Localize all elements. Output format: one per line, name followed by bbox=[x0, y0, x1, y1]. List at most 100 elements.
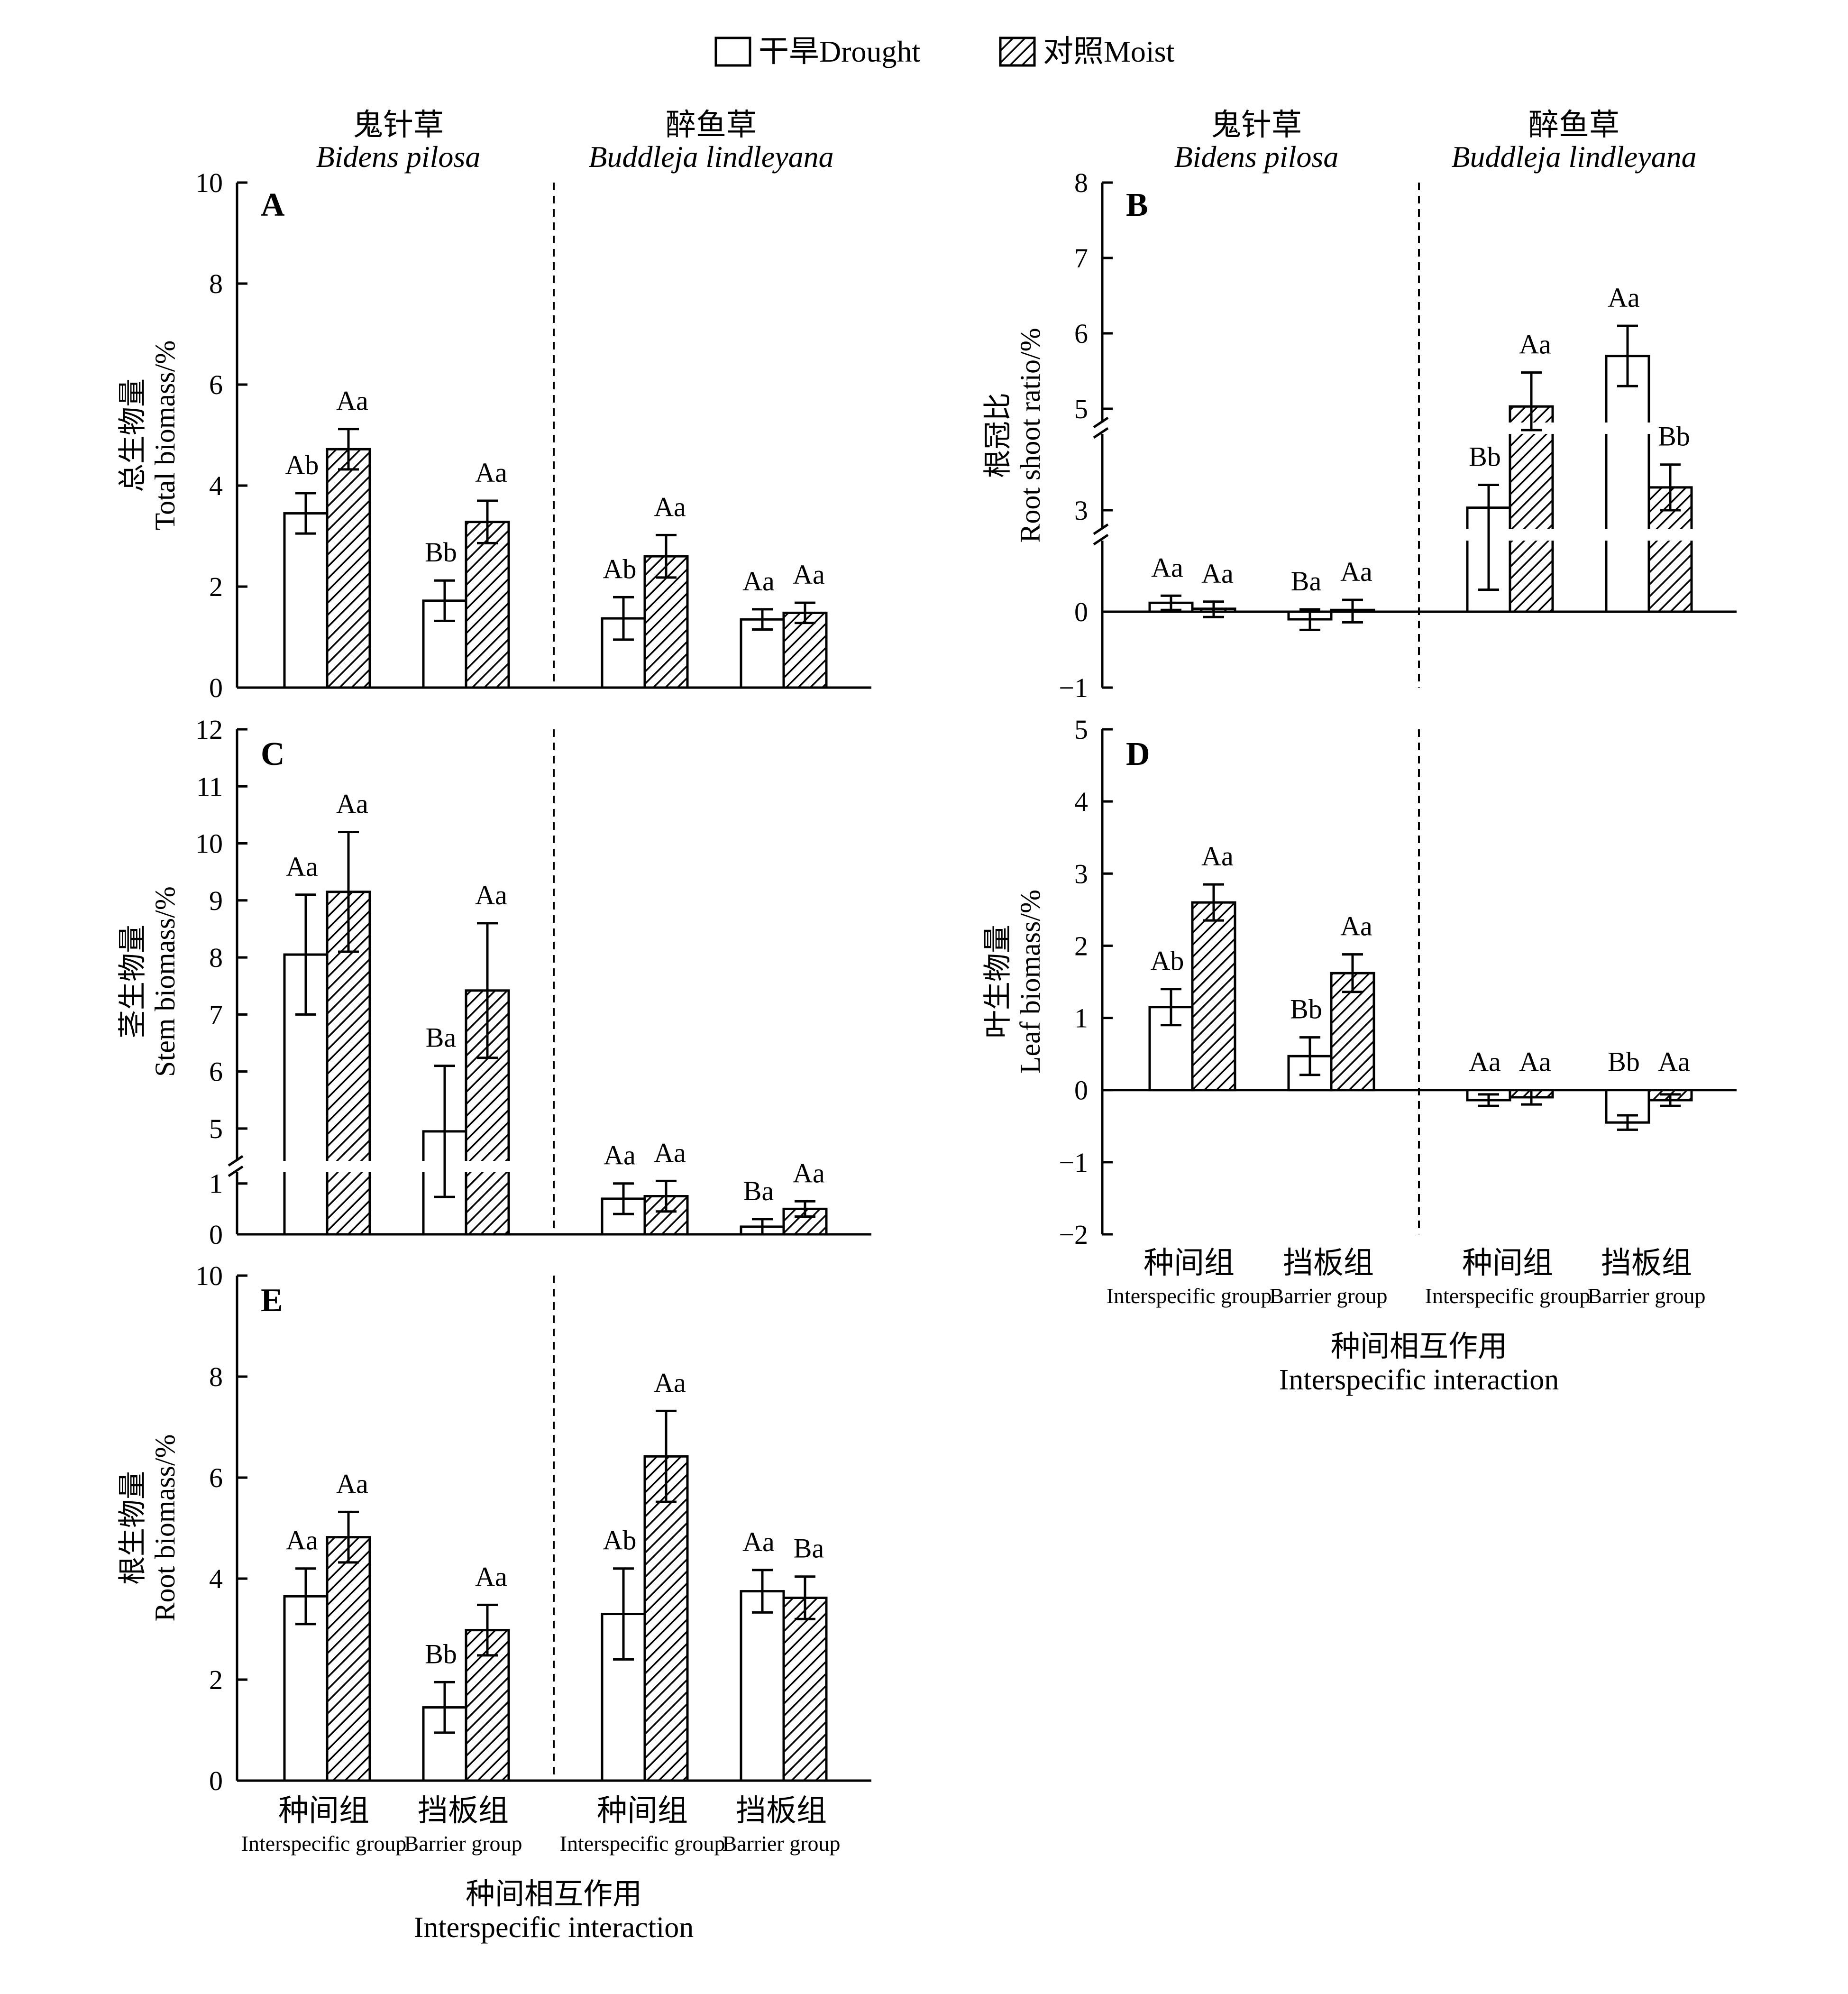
category-en: Barrier group bbox=[722, 1831, 840, 1856]
y-tick-label: 8 bbox=[209, 268, 223, 299]
category-en: Interspecific group bbox=[560, 1831, 725, 1856]
y-axis-label-en: Stem biomass/% bbox=[149, 886, 181, 1077]
significance-letter: Aa bbox=[793, 1158, 825, 1188]
y-tick-label: 2 bbox=[209, 1664, 223, 1695]
category-en: Barrier group bbox=[404, 1831, 522, 1856]
significance-letter: Ba bbox=[794, 1533, 824, 1564]
y-axis-label-cn: 根生物量 bbox=[117, 1471, 148, 1585]
species-cn-buddleja-right: 醉鱼草 bbox=[1528, 108, 1619, 142]
y-tick-label: 4 bbox=[209, 1563, 223, 1594]
significance-letter: Ab bbox=[1151, 946, 1184, 976]
y-tick-label: 4 bbox=[1074, 786, 1088, 817]
panel-letter: B bbox=[1126, 187, 1148, 223]
y-axis-label-en: Root shoot ratio/% bbox=[1015, 328, 1046, 542]
species-headers-right: 鬼针草 Bidens pilosa 醉鱼草 Buddleja lindleyan… bbox=[1174, 108, 1697, 174]
y-tick-label: 0 bbox=[209, 1765, 223, 1796]
significance-letter: Ba bbox=[426, 1022, 456, 1053]
category-cn: 种间组 bbox=[1462, 1246, 1553, 1280]
y-tick-label: 5 bbox=[1074, 394, 1088, 424]
legend-swatch-moist bbox=[999, 37, 1036, 67]
bar-break-gap bbox=[1604, 423, 1651, 434]
y-tick-label: 2 bbox=[209, 571, 223, 602]
y-axis-label-en: Root biomass/% bbox=[149, 1434, 181, 1621]
axis-break-mark bbox=[1093, 416, 1109, 429]
species-latin-bidens-left: Bidens pilosa bbox=[316, 140, 481, 174]
category-cn: 挡板组 bbox=[418, 1794, 509, 1828]
y-tick-label: 8 bbox=[209, 942, 223, 973]
legend-swatch-drought bbox=[714, 37, 751, 67]
significance-letter: Bb bbox=[425, 1638, 457, 1669]
y-tick-label: 2 bbox=[1074, 930, 1088, 961]
species-cn-buddleja-left: 醉鱼草 bbox=[666, 108, 757, 142]
axis-break-mark bbox=[1093, 523, 1109, 535]
y-tick-label: 0 bbox=[209, 672, 223, 703]
y-tick-label: 5 bbox=[209, 1113, 223, 1144]
significance-letter: Bb bbox=[1290, 994, 1322, 1025]
species-cn-bidens-right: 鬼针草 bbox=[1211, 108, 1302, 142]
significance-letter: Aa bbox=[1201, 841, 1234, 872]
axis-break-mark bbox=[228, 1155, 244, 1167]
category-en: Barrier group bbox=[1269, 1284, 1387, 1308]
significance-letter: Aa bbox=[654, 1367, 686, 1398]
y-tick-label: 6 bbox=[209, 1462, 223, 1493]
significance-letter: Aa bbox=[1608, 282, 1640, 313]
significance-letter: Aa bbox=[1469, 1047, 1501, 1077]
bar-moist bbox=[1191, 901, 1236, 1092]
significance-letter: Aa bbox=[475, 1561, 507, 1592]
x-axis-title-en: Interspecific interaction bbox=[414, 1911, 694, 1944]
bar-break-gap bbox=[325, 1161, 372, 1172]
category-en: Barrier group bbox=[1587, 1284, 1705, 1308]
bar-break-gap bbox=[1508, 529, 1555, 541]
category-en: Interspecific group bbox=[1107, 1284, 1272, 1308]
y-tick-label: 8 bbox=[1074, 167, 1088, 198]
significance-letter: Ab bbox=[603, 1525, 637, 1556]
panel-d-leaf-biomass: D 叶生物量 Leaf biomass/% −2 −1 0 1 2 3 4 5 Ab Bb Aa Bb Aa A… bbox=[982, 714, 1737, 1250]
bar-drought bbox=[283, 512, 329, 689]
x-axis-title-cn: 种间相互作用 bbox=[1331, 1331, 1507, 1363]
y-tick-label: 7 bbox=[209, 999, 223, 1030]
axis-break-mark bbox=[1093, 533, 1109, 546]
y-tick-label: 11 bbox=[196, 771, 223, 802]
y-axis-label-cn: 茎生物量 bbox=[117, 925, 148, 1038]
significance-letter: Aa bbox=[286, 1525, 318, 1556]
bar-moist bbox=[782, 1596, 828, 1782]
significance-letter: Aa bbox=[1340, 556, 1372, 587]
y-tick-label: −1 bbox=[1059, 1147, 1088, 1178]
y-axis-label-cn: 叶生物量 bbox=[982, 925, 1014, 1038]
bar-drought bbox=[283, 1595, 329, 1782]
significance-letter: Bb bbox=[1469, 441, 1501, 472]
bar-break-gap bbox=[464, 1161, 511, 1172]
bar-moist bbox=[1509, 405, 1554, 613]
category-en: Interspecific group bbox=[241, 1831, 407, 1856]
significance-letter: Aa bbox=[793, 559, 825, 590]
significance-letter: Aa bbox=[336, 788, 368, 819]
bar-moist bbox=[782, 611, 828, 689]
panel-letter: C bbox=[261, 736, 285, 772]
category-cn: 挡板组 bbox=[736, 1794, 827, 1828]
significance-letter: Aa bbox=[336, 386, 368, 416]
category-cn: 种间组 bbox=[1144, 1246, 1235, 1280]
y-axis-label-en: Leaf biomass/% bbox=[1015, 890, 1046, 1074]
y-tick-label: 1 bbox=[1074, 1003, 1088, 1034]
significance-letter: Aa bbox=[742, 1526, 775, 1557]
significance-letter: Aa bbox=[1151, 552, 1183, 583]
y-tick-label: −1 bbox=[1059, 672, 1088, 703]
axis-break-mark bbox=[228, 1165, 244, 1177]
x-axis-title-cn: 种间相互作用 bbox=[466, 1878, 642, 1911]
significance-letter: Aa bbox=[286, 851, 318, 882]
y-tick-label: 7 bbox=[1074, 243, 1088, 274]
bar-moist bbox=[1647, 486, 1693, 613]
category-cn: 种间组 bbox=[597, 1794, 688, 1828]
legend-label-moist: 对照Moist bbox=[1043, 35, 1175, 68]
y-tick-label: 10 bbox=[195, 167, 223, 198]
significance-letter: Aa bbox=[475, 880, 507, 910]
y-tick-label: 5 bbox=[1074, 714, 1088, 745]
significance-letter: Aa bbox=[475, 457, 507, 488]
y-axis-label-cn: 总生物量 bbox=[117, 378, 148, 492]
category-en: Interspecific group bbox=[1425, 1284, 1591, 1308]
panel-letter: D bbox=[1126, 736, 1150, 772]
bar-moist bbox=[465, 1629, 510, 1782]
y-tick-label: 10 bbox=[195, 1260, 223, 1291]
bar-break-gap bbox=[283, 1161, 329, 1172]
